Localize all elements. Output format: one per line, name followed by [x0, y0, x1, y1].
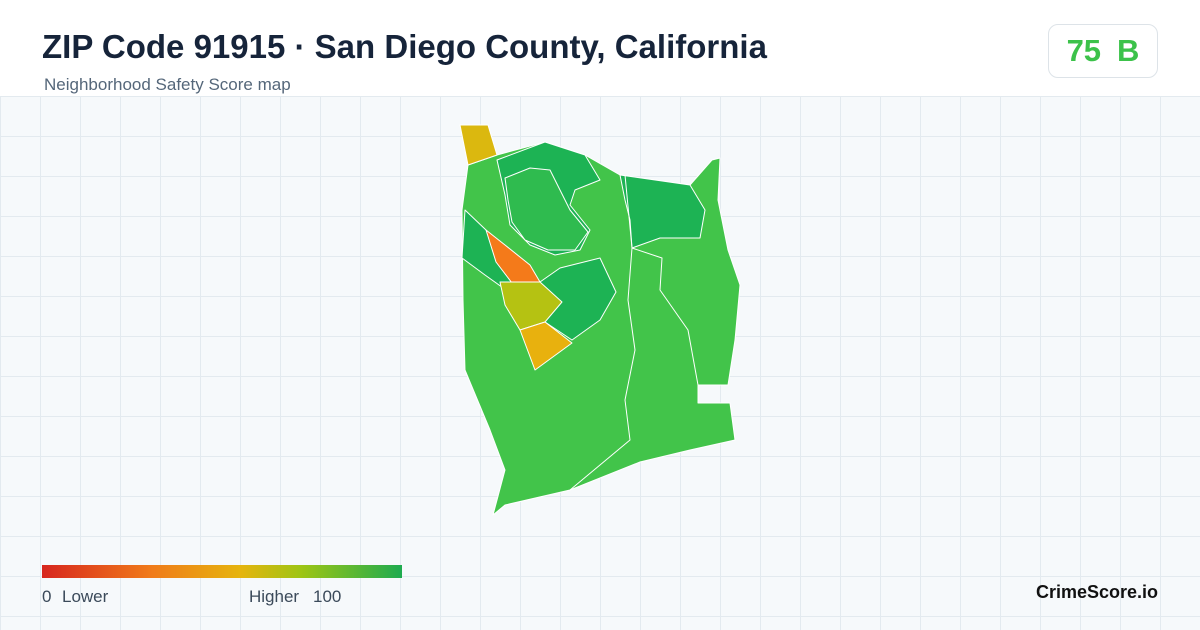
- subtitle: Neighborhood Safety Score map: [44, 75, 291, 94]
- score-badge: 75 B: [1048, 24, 1158, 78]
- legend-gradient: [42, 565, 402, 578]
- legend-max: 100: [313, 587, 342, 606]
- region: [519, 321, 573, 371]
- header: ZIP Code 91915 · San Diego County, Calif…: [0, 0, 1200, 96]
- score: 75: [1066, 33, 1102, 68]
- region: [619, 174, 706, 249]
- boundary: [631, 247, 699, 386]
- legend-min-label: Lower: [62, 587, 109, 606]
- grade: B: [1117, 33, 1140, 68]
- legend-min: 0: [42, 587, 52, 606]
- legend-max-label: Higher: [249, 587, 300, 606]
- region: [504, 167, 589, 251]
- region: [459, 124, 498, 166]
- title: ZIP Code 91915 · San Diego County, Calif…: [42, 28, 767, 65]
- brand: CrimeScore.io: [1036, 582, 1159, 602]
